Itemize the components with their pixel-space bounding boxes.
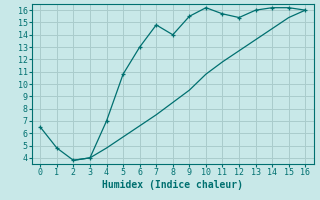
X-axis label: Humidex (Indice chaleur): Humidex (Indice chaleur) (102, 180, 243, 190)
